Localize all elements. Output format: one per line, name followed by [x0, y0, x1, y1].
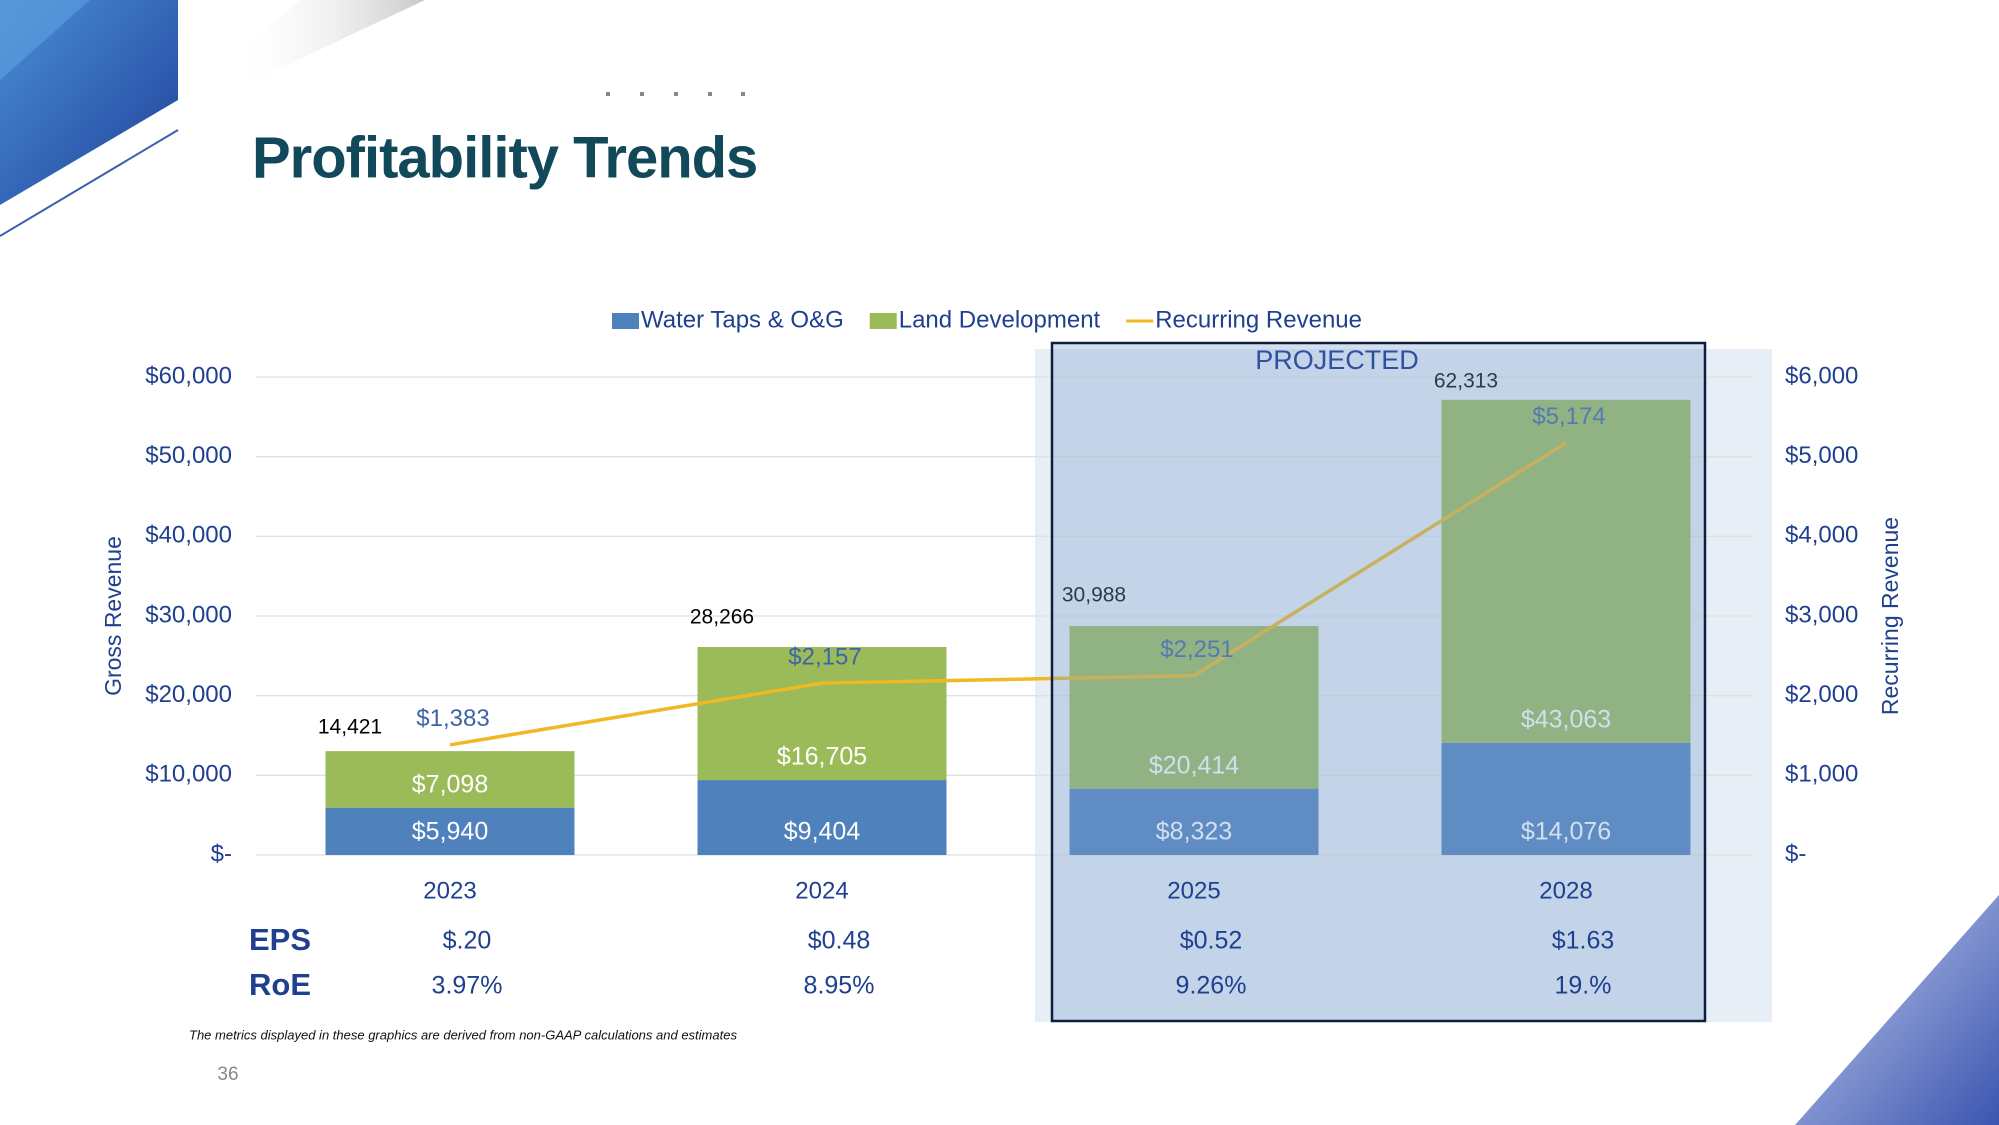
projected-box	[1050, 341, 1707, 1023]
metric-value: 19.%	[1555, 972, 1612, 1000]
decoration	[606, 92, 745, 96]
metric-label: RoE	[249, 967, 311, 1002]
line-value-label: $2,157	[788, 644, 861, 671]
bar-segment	[1069, 626, 1319, 789]
bar-segment	[1069, 788, 1319, 855]
bar-value-label: $7,098	[412, 770, 488, 798]
page-number: 36	[217, 1064, 238, 1085]
metric-value: $0.48	[808, 927, 871, 955]
bar-value-label: $14,076	[1521, 818, 1611, 846]
bar-segment	[1441, 399, 1691, 743]
bar-segment	[697, 780, 947, 855]
y-axis-title: Gross Revenue	[100, 536, 126, 696]
decoration	[230, 0, 425, 80]
y-tick-label: $20,000	[145, 681, 232, 708]
bar-segment	[1441, 742, 1691, 855]
line-value-label: $1,383	[416, 705, 489, 732]
bar-value-label: $16,705	[777, 743, 867, 771]
x-tick-label: 2023	[423, 877, 476, 904]
metric-value: $1.63	[1552, 927, 1615, 955]
bar-value-label: $20,414	[1149, 751, 1239, 779]
metric-value: $.20	[443, 927, 492, 955]
y-tick-label: $50,000	[145, 442, 232, 469]
legend-label: Land Development	[899, 306, 1101, 333]
total-label: 14,421	[318, 716, 382, 739]
y2-tick-label: $4,000	[1785, 522, 1858, 549]
metric-value: $0.52	[1180, 927, 1243, 955]
line-value-label: $2,251	[1160, 636, 1233, 663]
x-tick-label: 2028	[1539, 877, 1592, 904]
bar-value-label: $8,323	[1156, 818, 1232, 846]
y2-tick-label: $1,000	[1785, 761, 1858, 788]
metric-label: EPS	[249, 922, 311, 957]
x-tick-label: 2024	[795, 877, 848, 904]
legend-label: Recurring Revenue	[1155, 306, 1362, 333]
bar-value-label: $9,404	[784, 818, 861, 846]
y2-tick-label: $2,000	[1785, 681, 1858, 708]
y-tick-label: $-	[211, 840, 232, 867]
total-label: 30,988	[1062, 584, 1126, 607]
y2-axis-title: Recurring Revenue	[1877, 517, 1903, 715]
total-label: 62,313	[1434, 370, 1498, 393]
metric-value: 9.26%	[1176, 972, 1247, 1000]
decoration	[0, 0, 178, 205]
line-value-label: $5,174	[1532, 403, 1605, 430]
decoration	[0, 129, 179, 237]
y-tick-label: $60,000	[145, 362, 232, 389]
footnote: The metrics displayed in these graphics …	[189, 1027, 737, 1042]
bar-value-label: $43,063	[1521, 705, 1611, 733]
x-tick-label: 2025	[1167, 877, 1220, 904]
y2-tick-label: $6,000	[1785, 362, 1858, 389]
line	[449, 441, 1567, 747]
decoration	[0, 0, 90, 80]
legend-swatch	[612, 313, 639, 329]
metric-value: 8.95%	[804, 972, 875, 1000]
y-tick-label: $40,000	[145, 522, 232, 549]
legend: Water Taps & O&G Land Development Recurrin…	[612, 306, 1362, 333]
slide-title: Profitability Trends	[252, 125, 757, 190]
legend-swatch	[869, 313, 897, 329]
bar-segment	[697, 646, 947, 781]
bar-value-label: $5,940	[412, 818, 488, 846]
chart: $- $10,000 $20,000 $30,000 $40,000 $50,000 $60…	[100, 306, 1903, 1023]
y2-tick-label: $3,000	[1785, 601, 1858, 628]
bar-segment	[325, 751, 575, 808]
projected-label: PROJECTED	[1255, 345, 1419, 375]
metric-value: 3.97%	[432, 972, 503, 1000]
total-label: 28,266	[690, 605, 754, 628]
y-tick-label: $30,000	[145, 601, 232, 628]
y2-tick-label: $5,000	[1785, 442, 1858, 469]
bar-segment	[325, 807, 575, 855]
y2-tick-label: $-	[1785, 840, 1806, 867]
decoration	[1795, 895, 1999, 1125]
y-tick-label: $10,000	[145, 761, 232, 788]
legend-label: Water Taps & O&G	[641, 306, 844, 333]
